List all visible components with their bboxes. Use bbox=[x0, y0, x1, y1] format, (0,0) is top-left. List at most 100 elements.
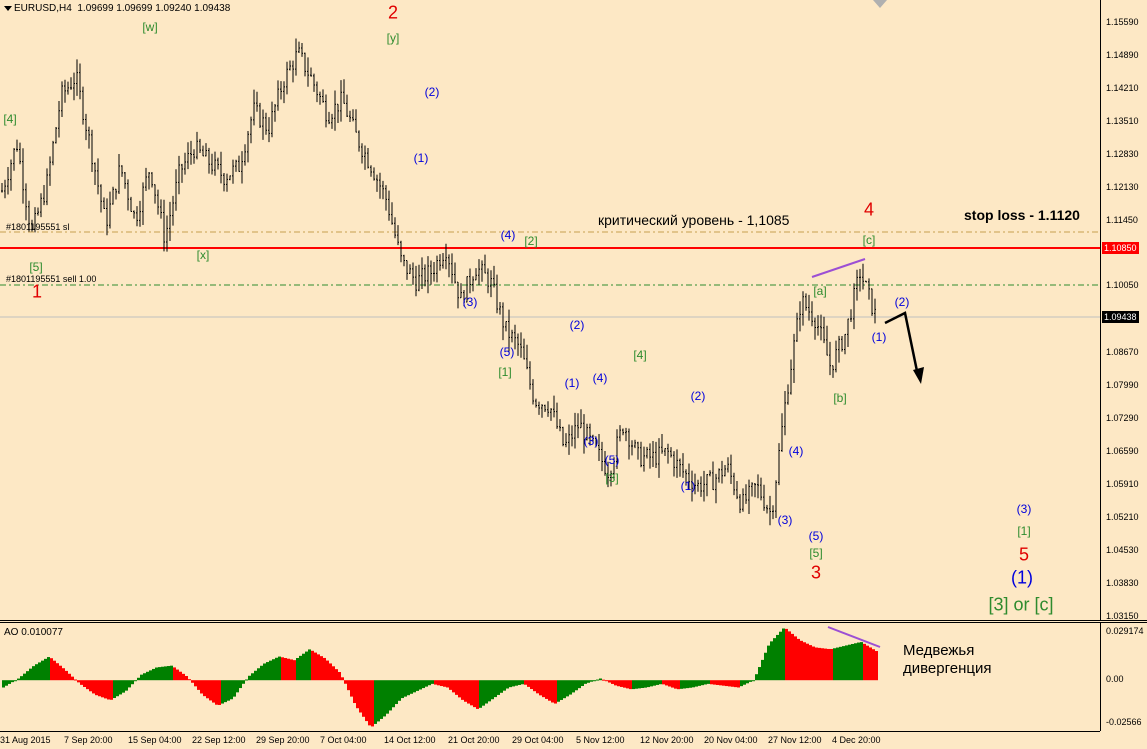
ao-bar bbox=[335, 669, 338, 681]
price-axis[interactable] bbox=[1100, 0, 1147, 620]
ao-bar bbox=[11, 680, 14, 683]
ao-bar bbox=[170, 665, 173, 681]
time-tick: 31 Aug 2015 bbox=[0, 735, 51, 745]
ao-bar bbox=[740, 680, 743, 687]
price-chart[interactable] bbox=[0, 0, 1100, 620]
ao-bar bbox=[182, 673, 185, 681]
ao-bar bbox=[131, 680, 134, 685]
ao-bar bbox=[53, 660, 56, 681]
ao-bar bbox=[620, 680, 623, 687]
ao-bar bbox=[821, 648, 824, 681]
ao-bar bbox=[731, 680, 734, 687]
ao-axis-line bbox=[1100, 623, 1101, 731]
ao-bar bbox=[635, 680, 638, 689]
ao-axis[interactable] bbox=[1100, 623, 1147, 731]
ao-bar bbox=[809, 645, 812, 681]
wave-label: [x] bbox=[196, 248, 210, 262]
ao-bar bbox=[683, 680, 686, 689]
ao-bar bbox=[476, 680, 479, 709]
ao-bar bbox=[26, 671, 29, 681]
ao-bar bbox=[737, 680, 740, 688]
ao-bar bbox=[17, 678, 20, 681]
ao-bar bbox=[863, 643, 866, 681]
collapse-arrow-icon[interactable] bbox=[4, 6, 12, 11]
ao-bar bbox=[713, 680, 716, 685]
wave-label: [1] bbox=[498, 365, 512, 379]
time-tick: 15 Sep 04:00 bbox=[128, 735, 182, 745]
ao-bar bbox=[404, 680, 407, 697]
ao-bar bbox=[95, 680, 98, 696]
ao-bar bbox=[509, 680, 512, 688]
ao-bar bbox=[314, 652, 317, 681]
price-tick: 1.12130 bbox=[1106, 182, 1139, 192]
ao-bar bbox=[806, 643, 809, 681]
ao-bar bbox=[161, 666, 164, 681]
ao-bar bbox=[407, 680, 410, 696]
ao-bar bbox=[776, 634, 779, 681]
ao-bar bbox=[518, 680, 521, 685]
ao-bar bbox=[458, 680, 461, 698]
ao-bar bbox=[320, 656, 323, 681]
ao-bar bbox=[464, 680, 467, 702]
ao-bar bbox=[617, 680, 620, 687]
ao-bar bbox=[224, 680, 227, 703]
ao-bar bbox=[707, 680, 710, 684]
ao-bar bbox=[293, 660, 296, 681]
ao-bar bbox=[440, 680, 443, 687]
ao-bar bbox=[110, 680, 113, 700]
ao-bar bbox=[128, 680, 131, 688]
price-tick: 1.11450 bbox=[1106, 215, 1138, 225]
ao-bar bbox=[206, 680, 209, 699]
ao-bar bbox=[650, 680, 653, 687]
ao-bar bbox=[530, 680, 533, 690]
ao-bar bbox=[281, 657, 284, 681]
ao-bar bbox=[584, 680, 587, 684]
ao-bar bbox=[743, 680, 746, 685]
ao-bar bbox=[641, 680, 644, 689]
ao-bar bbox=[533, 680, 536, 692]
ao-bar bbox=[302, 653, 305, 681]
ao-bar bbox=[104, 680, 107, 699]
ao-bar bbox=[632, 680, 635, 690]
current-price-tag: 1.09438 bbox=[1102, 311, 1139, 323]
ao-bar bbox=[8, 680, 11, 684]
ao-bar bbox=[80, 680, 83, 685]
ao-bar bbox=[764, 652, 767, 681]
ao-bar bbox=[812, 646, 815, 681]
ao-bar bbox=[308, 649, 311, 681]
sl-order-label: #1801195551 sl bbox=[6, 222, 70, 232]
wave-label: 2 bbox=[387, 2, 399, 23]
ao-bar bbox=[857, 642, 860, 681]
ao-bar bbox=[671, 680, 674, 688]
ao-bar bbox=[236, 680, 239, 693]
ao-bar bbox=[221, 680, 224, 704]
ao-bar bbox=[176, 669, 179, 681]
ao-bar bbox=[296, 658, 299, 681]
ao-bar bbox=[449, 680, 452, 690]
ao-bar bbox=[56, 663, 59, 681]
wave-label: (5) bbox=[499, 345, 515, 359]
ao-bar bbox=[344, 680, 347, 684]
ao-bar bbox=[20, 676, 23, 681]
ao-bar bbox=[158, 667, 161, 681]
ao-bar bbox=[134, 680, 137, 682]
scroll-marker-icon[interactable] bbox=[873, 0, 887, 8]
ao-bar bbox=[323, 657, 326, 681]
ao-bar bbox=[527, 680, 530, 687]
ao-bar bbox=[23, 673, 26, 681]
ao-bar bbox=[203, 680, 206, 697]
ao-bar bbox=[773, 638, 776, 681]
time-tick: 12 Nov 20:00 bbox=[640, 735, 694, 745]
time-axis[interactable] bbox=[0, 731, 1100, 749]
ao-bar bbox=[722, 680, 725, 686]
ao-bar bbox=[47, 657, 50, 681]
ao-bar bbox=[785, 628, 788, 681]
ao-histogram[interactable] bbox=[0, 623, 1100, 731]
pane-separator[interactable] bbox=[0, 620, 1147, 623]
wave-label: (2) bbox=[424, 85, 440, 99]
ao-bar bbox=[665, 680, 668, 686]
ao-bar bbox=[422, 680, 425, 689]
time-tick: 14 Oct 12:00 bbox=[384, 735, 436, 745]
ao-bar bbox=[593, 680, 596, 682]
ao-bar bbox=[788, 631, 791, 681]
